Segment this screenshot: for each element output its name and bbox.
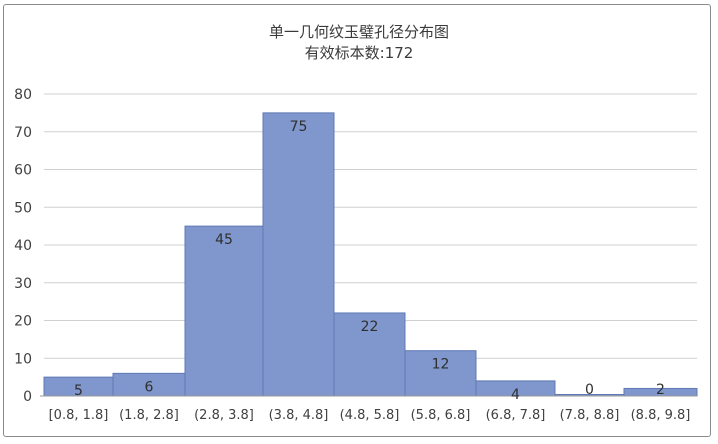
y-axis: 0 10 20 30 40 50 60 70 80	[14, 87, 32, 405]
y-tick-label: 50	[14, 200, 32, 216]
bars	[43, 112, 698, 397]
y-tick-label: 40	[14, 238, 32, 254]
y-tick-label: 0	[23, 389, 32, 405]
y-tick-label: 70	[14, 125, 32, 141]
y-tick-label: 20	[14, 314, 32, 330]
x-tick-label: (5.8, 6.8]	[411, 408, 471, 423]
y-tick-label: 60	[14, 163, 32, 179]
data-label: 75	[290, 119, 308, 135]
x-tick-label: (8.8, 9.8]	[631, 408, 691, 423]
y-tick-label: 80	[14, 87, 32, 103]
x-axis: [0.8, 1.8] (1.8, 2.8] (2.8, 3.8] (3.8, 4.8]…	[40, 395, 697, 423]
data-label: 5	[74, 383, 83, 399]
bar	[262, 112, 335, 397]
bar	[184, 225, 264, 397]
x-tick-label: [0.8, 1.8]	[49, 408, 109, 423]
data-label: 2	[656, 382, 665, 398]
data-label: 22	[361, 319, 379, 335]
x-tick-label: (3.8, 4.8]	[269, 408, 329, 423]
x-tick-label: (1.8, 2.8]	[119, 408, 179, 423]
data-label: 12	[432, 357, 450, 373]
y-tick-label: 10	[14, 351, 32, 367]
bar	[333, 312, 406, 397]
data-label: 0	[585, 382, 594, 398]
data-label: 4	[511, 387, 520, 403]
x-tick-label: (7.8, 8.8]	[560, 408, 620, 423]
y-tick-label: 30	[14, 276, 32, 292]
x-tick-label: (2.8, 3.8]	[194, 408, 254, 423]
chart-title: 单一几何纹玉璧孔径分布图	[268, 23, 449, 41]
x-tick-label: (6.8, 7.8]	[486, 408, 546, 423]
x-tick-label: (4.8, 5.8]	[340, 408, 400, 423]
data-labels: 5 6 45 75 22 12 4 0 2	[74, 119, 665, 403]
data-label: 6	[145, 379, 154, 395]
data-label: 45	[215, 232, 233, 248]
bar	[404, 350, 477, 397]
chart-subtitle: 有效标本数:172	[304, 44, 414, 62]
